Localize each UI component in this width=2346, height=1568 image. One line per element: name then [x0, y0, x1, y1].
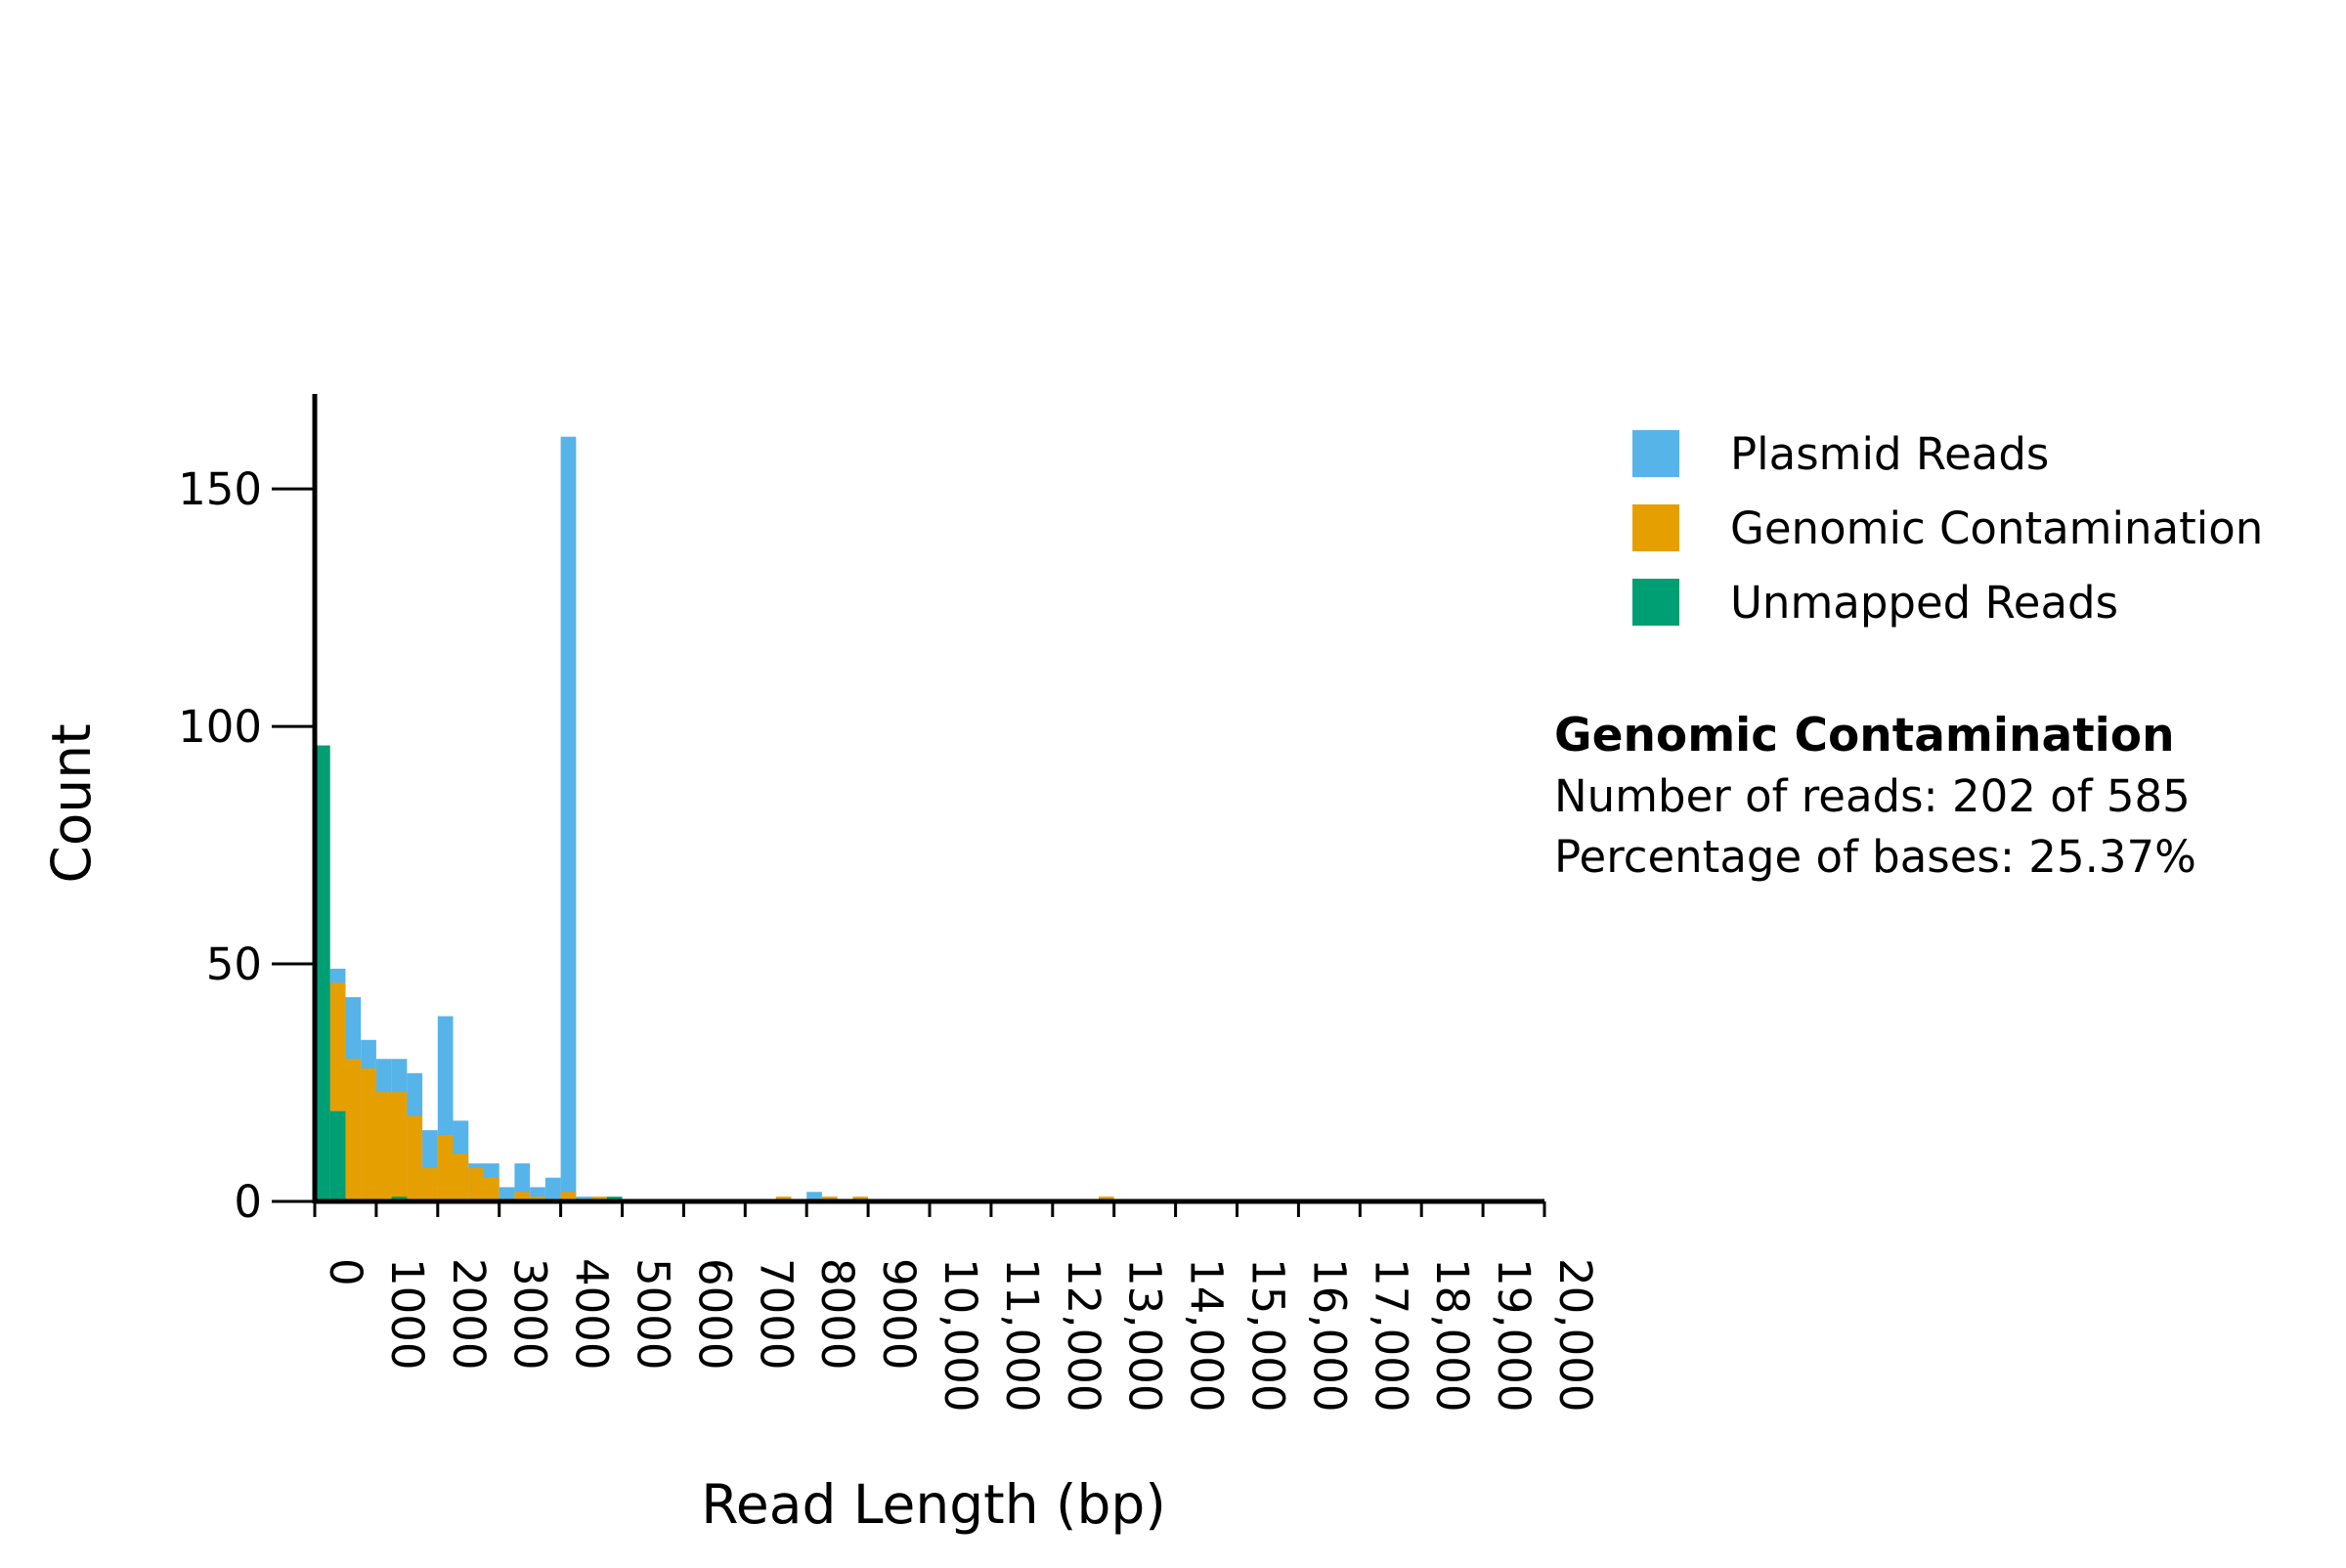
y-tick-label-3: 150 — [178, 463, 262, 515]
bar-genomic-2 — [361, 1067, 376, 1201]
legend-label-plasmid: Plasmid Reads — [1730, 428, 2049, 480]
x-tick-label-5: 5000 — [628, 1258, 679, 1371]
stats-base-percentage: Percentage of bases: 25.37% — [1554, 831, 2196, 883]
x-tick-label-12: 12,000 — [1058, 1258, 1109, 1412]
y-axis-title: Count — [40, 723, 103, 883]
x-tick-label-10: 10,000 — [934, 1258, 986, 1412]
x-tick-label-17: 17,000 — [1365, 1258, 1416, 1412]
bar-genomic-3 — [375, 1092, 392, 1201]
bar-genomic-4 — [391, 1092, 408, 1201]
x-tick-label-9: 9000 — [873, 1258, 925, 1371]
y-tick-label-0: 0 — [234, 1176, 262, 1228]
legend: Plasmid Reads Genomic Contamination Unma… — [1632, 428, 2263, 629]
y-tick-label-1: 50 — [206, 938, 262, 990]
x-tick-label-8: 8000 — [811, 1258, 863, 1371]
bar-plasmid-15 — [560, 436, 577, 1202]
x-tick-label-0: 0 — [320, 1258, 371, 1286]
legend-label-unmapped: Unmapped Reads — [1730, 577, 2118, 629]
x-tick-label-19: 19,000 — [1488, 1258, 1540, 1412]
x-tick-label-11: 11,000 — [996, 1258, 1048, 1412]
bar-unmapped-0 — [315, 745, 330, 1201]
x-tick-label-3: 3000 — [504, 1258, 556, 1371]
bar-plasmid-17 — [806, 1192, 822, 1201]
stats-read-count: Number of reads: 202 of 585 — [1554, 770, 2191, 822]
x-tick-label-7: 7000 — [750, 1258, 802, 1371]
x-tick-label-20: 20,000 — [1549, 1258, 1601, 1412]
bar-unmapped-1 — [329, 1111, 346, 1201]
x-tick-label-6: 6000 — [688, 1258, 740, 1371]
legend-swatch-unmapped — [1632, 579, 1679, 626]
legend-swatch-genomic — [1632, 504, 1679, 551]
x-tick-label-1: 1000 — [381, 1258, 433, 1371]
stats-title: Genomic Contamination — [1554, 709, 2175, 762]
bar-genomic-10 — [483, 1177, 500, 1201]
bar-genomic-6 — [422, 1167, 438, 1201]
bar-genomic-13 — [560, 1192, 577, 1201]
bar-plasmid-11 — [499, 1187, 515, 1201]
x-ticks-layer: 0 1000 2000 3000 4000 5000 6000 7000 8000 9000 10,… — [313, 1201, 1601, 1412]
legend-swatch-plasmid — [1632, 430, 1679, 477]
y-ticks-layer: 0 50 100 150 — [178, 463, 315, 1228]
x-tick-label-15: 15,000 — [1242, 1258, 1294, 1412]
bar-genomic-9 — [468, 1167, 484, 1201]
contamination-stats: Genomic Contamination Number of reads: 2… — [1554, 709, 2196, 883]
y-tick-label-2: 100 — [178, 701, 262, 753]
x-tick-label-14: 14,000 — [1181, 1258, 1233, 1412]
bar-plasmid-14 — [544, 1177, 561, 1201]
x-tick-label-4: 4000 — [566, 1258, 618, 1371]
x-tick-label-13: 13,000 — [1119, 1258, 1171, 1412]
axes-layer — [312, 394, 1544, 1204]
bar-genomic-1 — [345, 1059, 362, 1201]
bar-genomic-8 — [453, 1154, 469, 1201]
bar-genomic-5 — [407, 1115, 423, 1201]
bar-genomic-7 — [437, 1134, 454, 1201]
x-axis-title: Read Length (bp) — [701, 1473, 1166, 1536]
x-tick-label-18: 18,000 — [1426, 1258, 1478, 1412]
bars-layer — [315, 436, 1114, 1202]
x-tick-label-2: 2000 — [443, 1258, 495, 1371]
legend-label-genomic: Genomic Contamination — [1730, 502, 2263, 554]
x-tick-label-16: 16,000 — [1303, 1258, 1355, 1412]
bar-genomic-11 — [514, 1192, 531, 1201]
